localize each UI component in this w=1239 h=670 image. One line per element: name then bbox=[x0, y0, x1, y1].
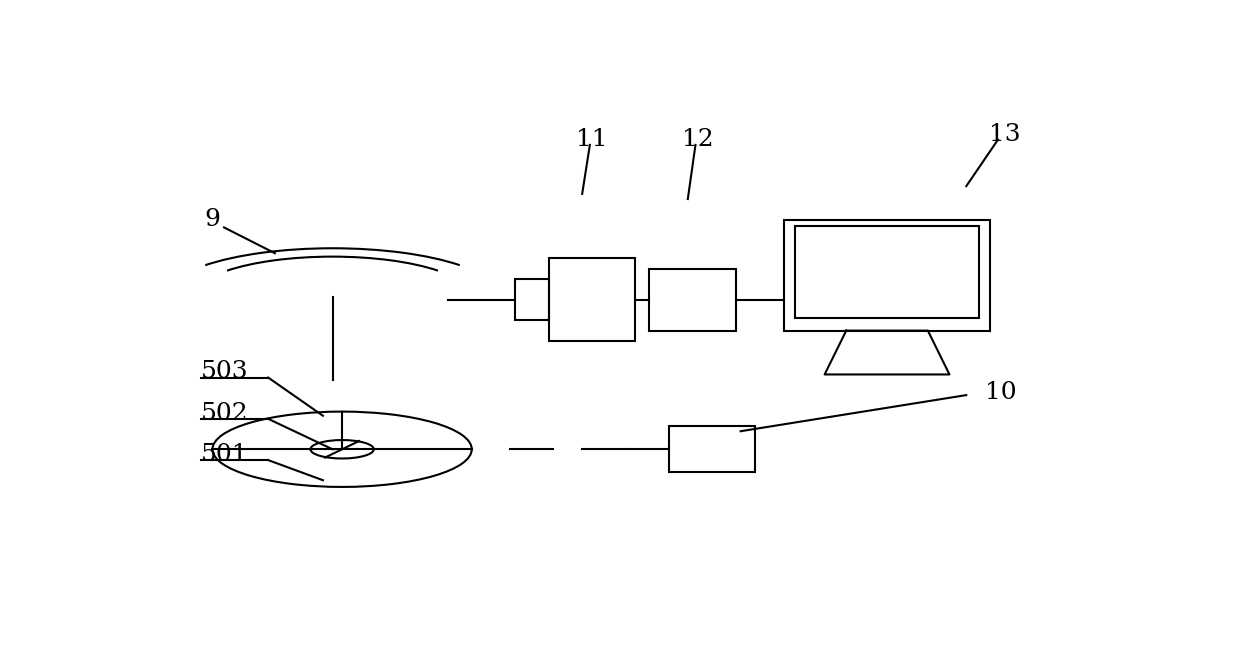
Text: 11: 11 bbox=[576, 128, 607, 151]
Bar bbox=[669, 426, 755, 472]
Text: 502: 502 bbox=[201, 401, 249, 425]
Text: 12: 12 bbox=[681, 128, 714, 151]
Text: 501: 501 bbox=[201, 443, 249, 466]
Bar bbox=[649, 269, 736, 330]
Text: 9: 9 bbox=[204, 208, 221, 231]
Text: 10: 10 bbox=[985, 381, 1017, 404]
Bar bbox=[795, 226, 979, 318]
Bar bbox=[549, 259, 636, 341]
Text: 503: 503 bbox=[201, 360, 249, 383]
Text: 13: 13 bbox=[989, 123, 1021, 146]
Bar bbox=[515, 279, 549, 320]
Bar bbox=[784, 220, 990, 330]
